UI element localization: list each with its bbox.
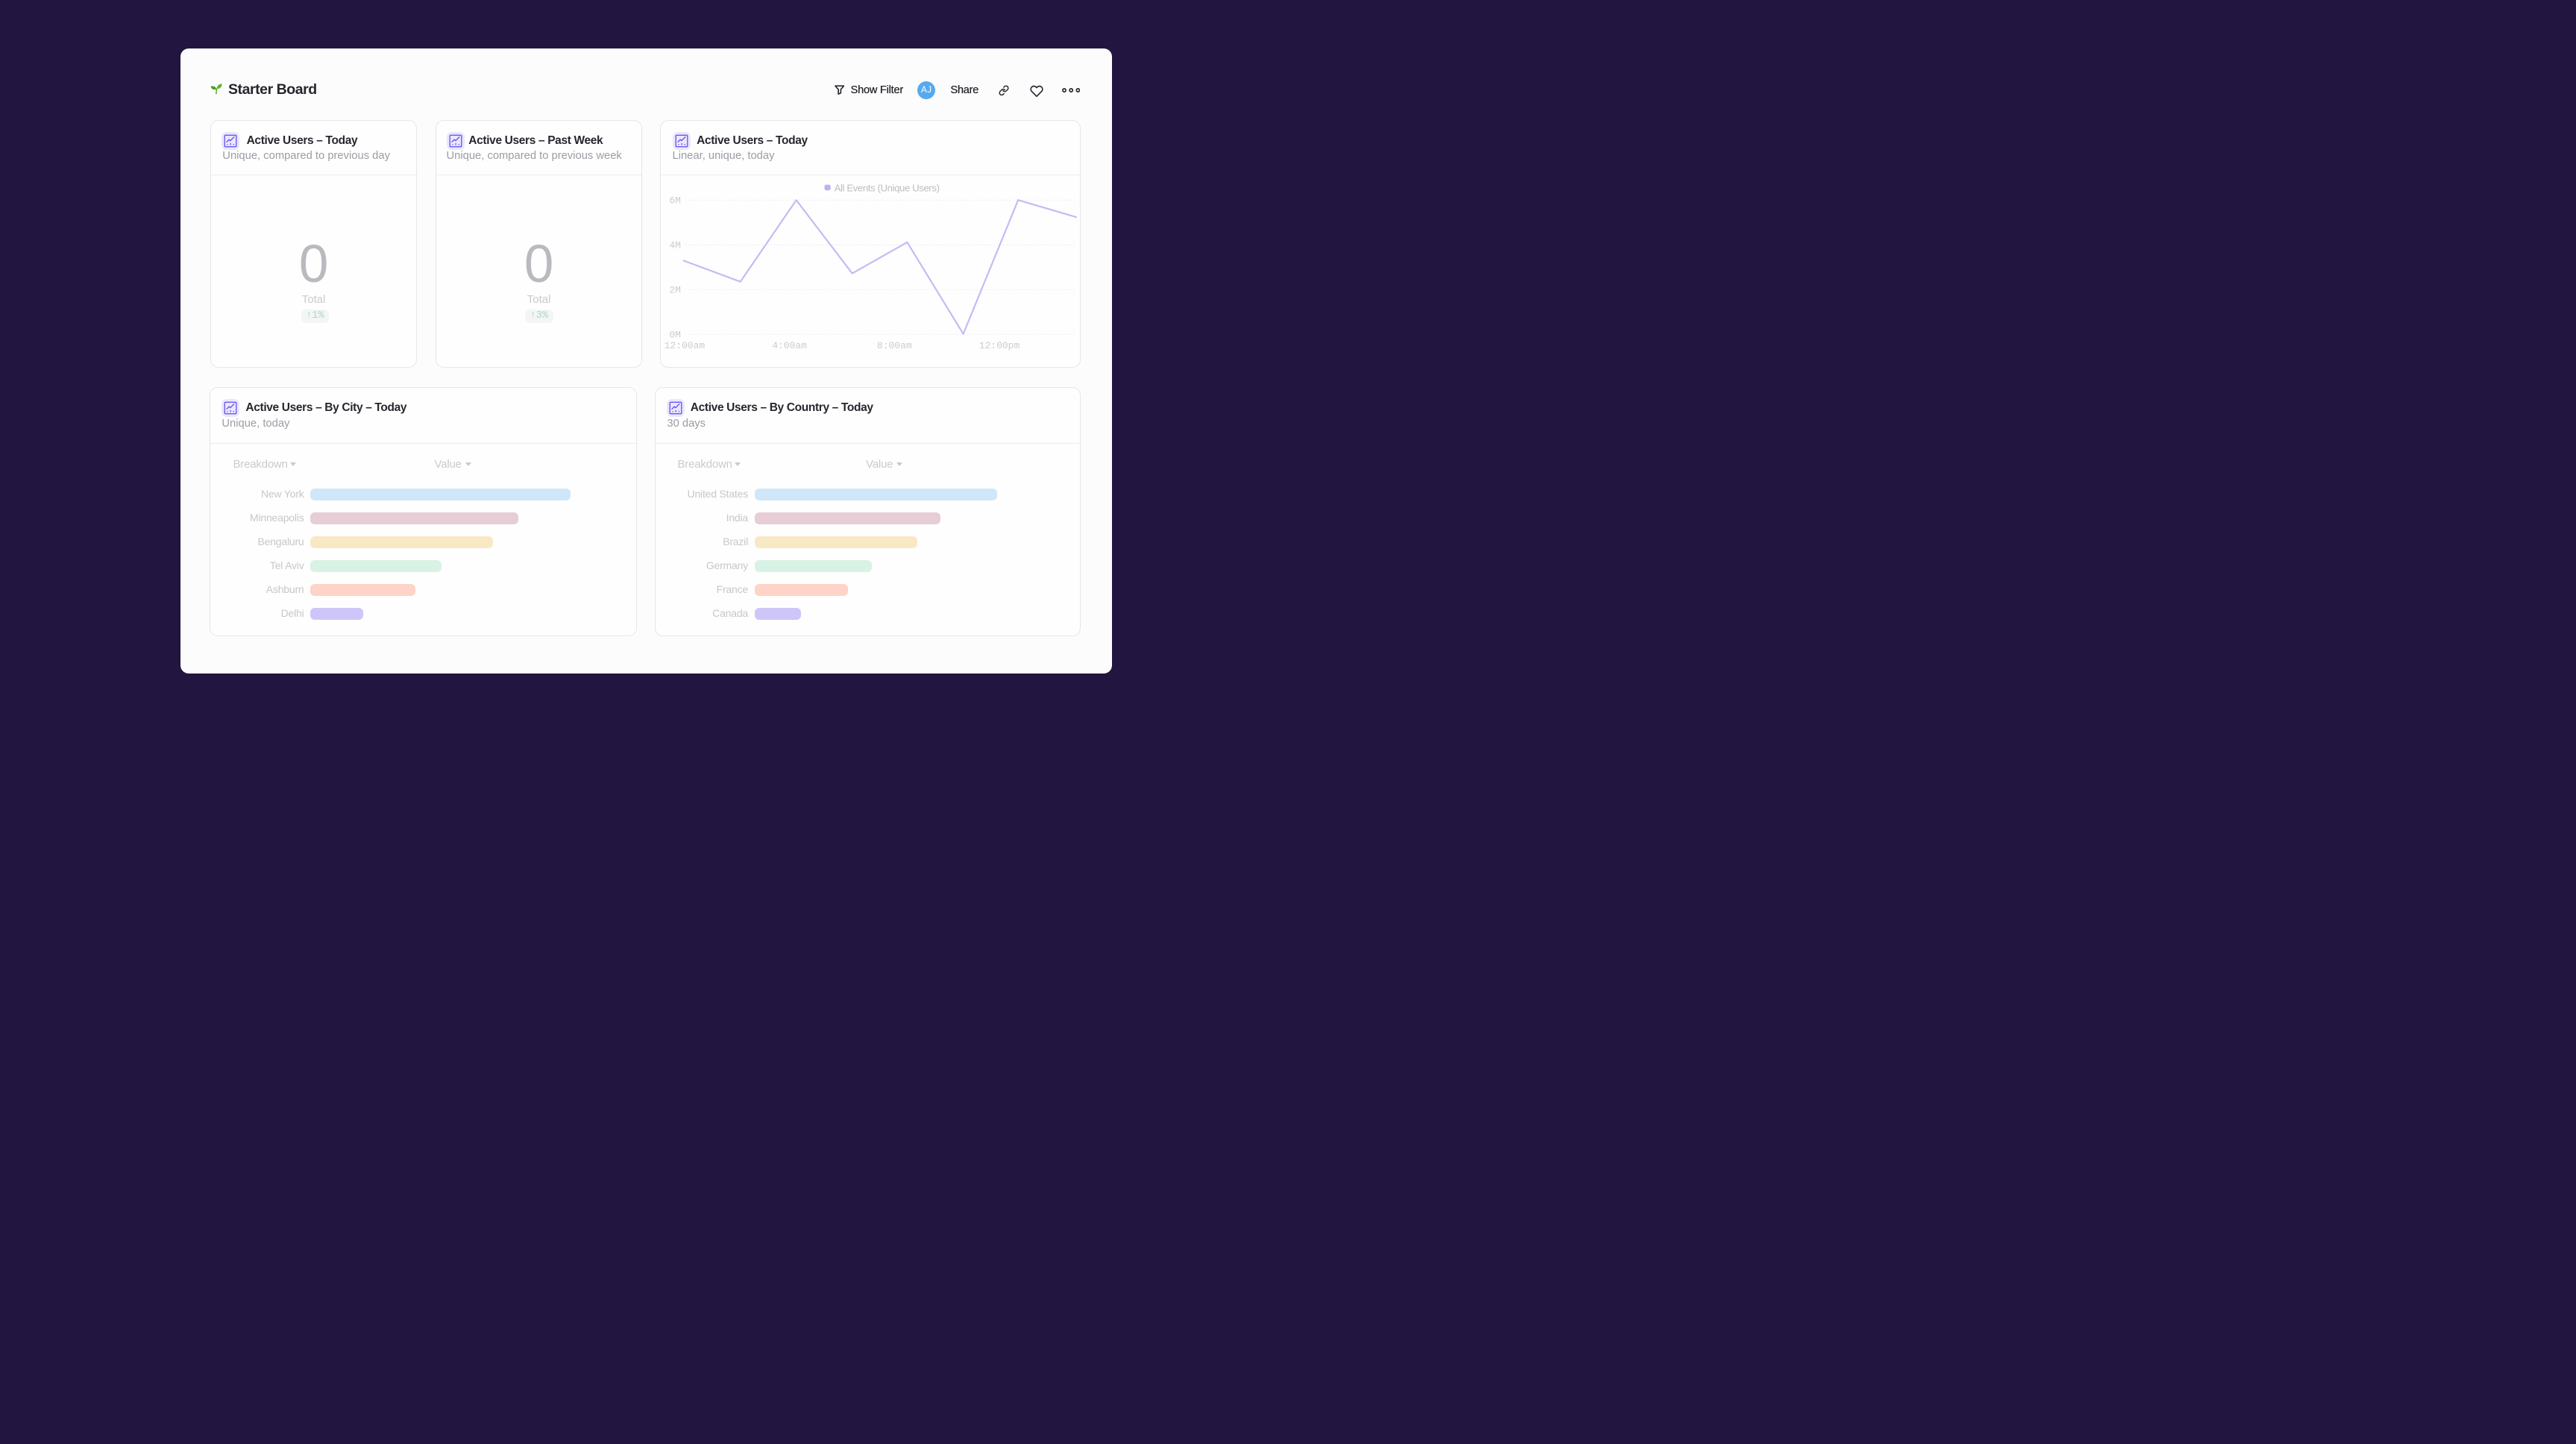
svg-text:12:00am: 12:00am: [665, 340, 706, 351]
svg-text:12:00pm: 12:00pm: [979, 340, 1020, 351]
svg-text:4:00am: 4:00am: [773, 340, 808, 351]
svg-text:4M: 4M: [670, 239, 682, 251]
svg-text:0M: 0M: [670, 329, 682, 340]
svg-text:2M: 2M: [670, 284, 682, 295]
svg-text:6M: 6M: [670, 195, 682, 206]
svg-text:8:00am: 8:00am: [877, 340, 912, 351]
svg-text:All Events (Unique Users): All Events (Unique Users): [835, 182, 940, 193]
